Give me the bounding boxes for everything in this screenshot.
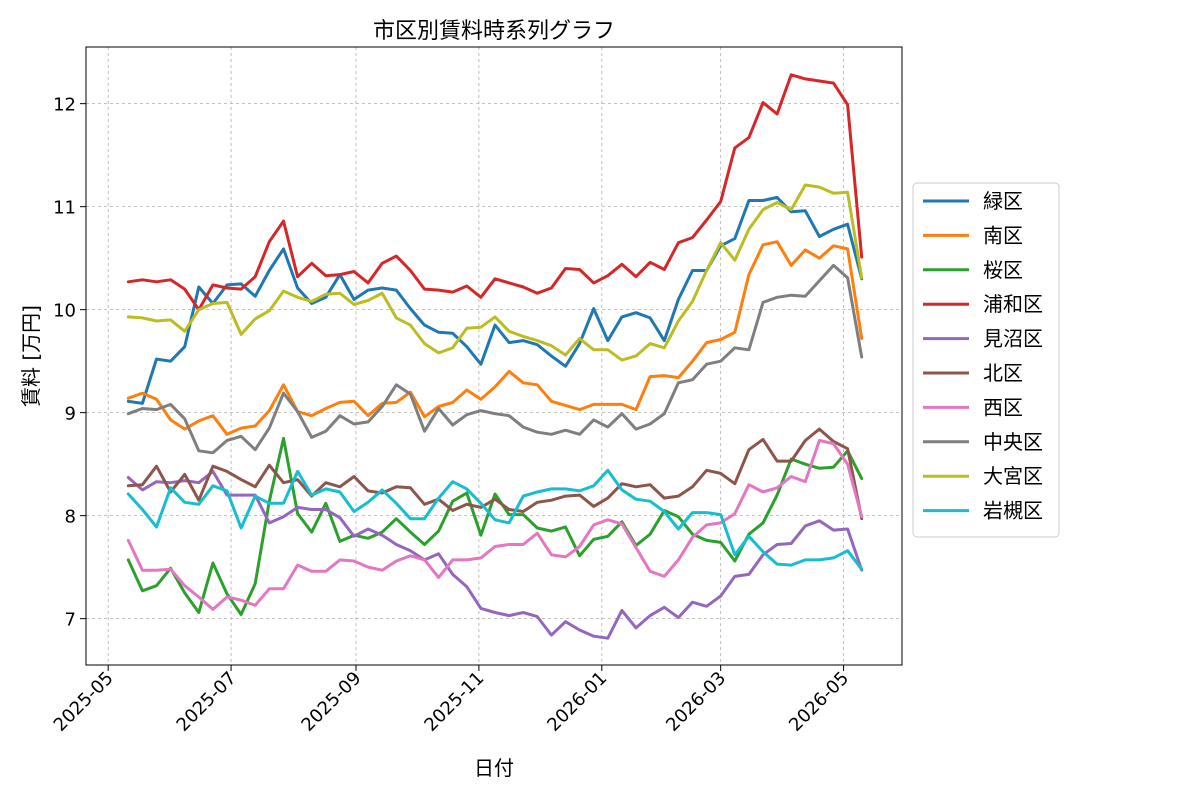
- y-tick-label: 8: [65, 507, 76, 528]
- legend-label: 岩槻区: [983, 499, 1043, 523]
- x-axis-label: 日付: [474, 756, 514, 780]
- legend-label: 西区: [983, 395, 1023, 419]
- series-line-7: [126, 263, 864, 455]
- series-line-8: [126, 183, 864, 362]
- legend-label: 浦和区: [983, 292, 1043, 316]
- series-line-6: [126, 439, 864, 611]
- chart-title: 市区別賃料時系列グラフ: [373, 19, 615, 44]
- x-tick-label: 2026-01: [543, 668, 611, 736]
- x-tick-label: 2026-03: [662, 668, 730, 736]
- y-tick-label: 10: [53, 301, 76, 322]
- y-tick-label: 11: [53, 198, 76, 219]
- plot-area-frame: [85, 46, 903, 666]
- x-tick-label: 2025-11: [420, 668, 488, 736]
- series-line-0: [126, 195, 864, 405]
- legend-label: 南区: [983, 223, 1023, 247]
- y-tick-label: 9: [65, 404, 76, 425]
- x-tick-label: 2025-09: [297, 668, 365, 736]
- legend-label: 緑区: [983, 189, 1023, 213]
- legend-label: 北区: [983, 361, 1023, 385]
- x-tick-label: 2026-05: [785, 668, 853, 736]
- x-tick-label: 2025-07: [173, 668, 241, 736]
- x-tick-label: 2025-05: [50, 668, 118, 736]
- y-tick-label: 7: [65, 610, 76, 631]
- series-line-1: [126, 240, 864, 436]
- legend-box: [912, 182, 1060, 538]
- series-line-5: [126, 427, 864, 521]
- series-group: [126, 73, 864, 640]
- grid: [86, 47, 902, 665]
- series-line-2: [126, 436, 864, 616]
- legend-label: 桜区: [983, 258, 1023, 282]
- series-line-9: [126, 468, 864, 571]
- y-axis-label: 賃料 [万円]: [19, 305, 43, 407]
- legend-label: 大宮区: [983, 464, 1043, 488]
- series-line-3: [126, 73, 864, 312]
- legend-label: 中央区: [983, 430, 1043, 454]
- legend-label: 見沼区: [983, 327, 1043, 351]
- axis-ticks: 7 8 9 10 11 12 2025-05 2025-07 2025-09 2025-11 202…: [50, 95, 853, 736]
- y-tick-label: 12: [53, 95, 76, 116]
- series-line-4: [126, 469, 864, 640]
